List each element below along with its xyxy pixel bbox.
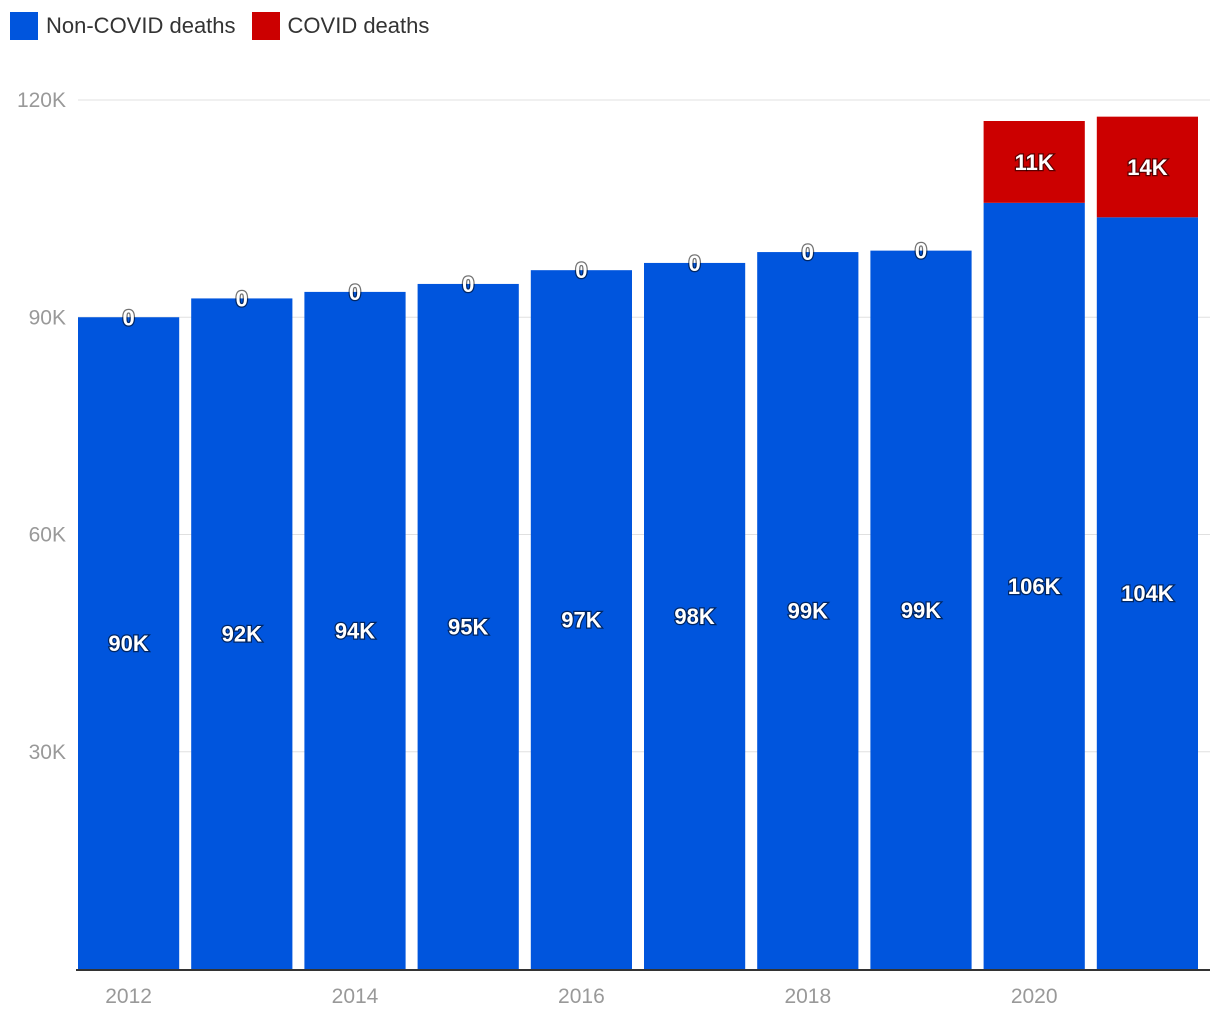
data-label-non-covid: 104K [1121, 581, 1174, 606]
data-label-non-covid: 106K [1008, 574, 1061, 599]
legend-label-covid: COVID deaths [287, 13, 430, 38]
data-label-covid: 14K [1127, 155, 1167, 180]
data-label-non-covid: 94K [335, 618, 375, 643]
legend-item-non-covid[interactable]: Non-COVID deaths [10, 12, 236, 40]
bar-covid[interactable] [983, 121, 1085, 203]
bar-non-covid[interactable] [644, 262, 746, 969]
data-label-covid: 11K [1015, 150, 1054, 175]
data-label-covid: 0 [236, 286, 248, 311]
bar-non-covid[interactable] [757, 252, 859, 969]
y-tick-label: 30K [29, 741, 66, 764]
data-label-non-covid: 92K [222, 622, 262, 647]
bar-non-covid[interactable] [983, 202, 1085, 969]
data-label-covid: 0 [802, 240, 814, 265]
data-label-non-covid: 98K [674, 604, 714, 629]
data-label-covid: 0 [688, 251, 700, 276]
x-tick-label: 2018 [784, 985, 831, 1008]
bar-non-covid[interactable] [870, 250, 972, 970]
y-tick-label: 90K [29, 306, 66, 329]
data-label-non-covid: 97K [561, 608, 601, 633]
x-tick-label: 2014 [332, 985, 379, 1008]
data-label-non-covid: 95K [448, 614, 488, 639]
data-label-non-covid: 99K [788, 599, 828, 624]
legend-label-non-covid: Non-COVID deaths [46, 13, 236, 38]
bar-non-covid[interactable] [417, 283, 519, 969]
data-label-covid: 0 [349, 280, 361, 305]
data-label-non-covid: 99K [901, 598, 941, 623]
data-label-covid: 0 [122, 305, 134, 330]
legend-swatch-non-covid [10, 12, 38, 40]
bar-non-covid[interactable] [1096, 217, 1198, 969]
data-label-covid: 0 [915, 239, 927, 264]
legend-swatch-covid [251, 12, 280, 40]
bar-non-covid[interactable] [530, 270, 632, 969]
data-label-non-covid: 90K [108, 631, 148, 656]
bar-covid[interactable] [1096, 116, 1198, 218]
x-tick-label: 2012 [105, 985, 152, 1008]
legend-item-covid[interactable]: COVID deaths [251, 12, 430, 40]
bar-non-covid[interactable] [191, 298, 293, 970]
x-tick-label: 2020 [1011, 985, 1058, 1008]
y-tick-label: 120K [17, 89, 66, 112]
data-label-covid: 0 [575, 258, 587, 283]
bar-non-covid[interactable] [304, 291, 406, 969]
y-tick-label: 60K [29, 524, 66, 547]
x-tick-label: 2016 [558, 985, 605, 1008]
bar-non-covid[interactable] [78, 317, 180, 969]
legend: Non-COVID deaths COVID deaths [10, 11, 445, 41]
data-label-covid: 0 [462, 272, 474, 297]
